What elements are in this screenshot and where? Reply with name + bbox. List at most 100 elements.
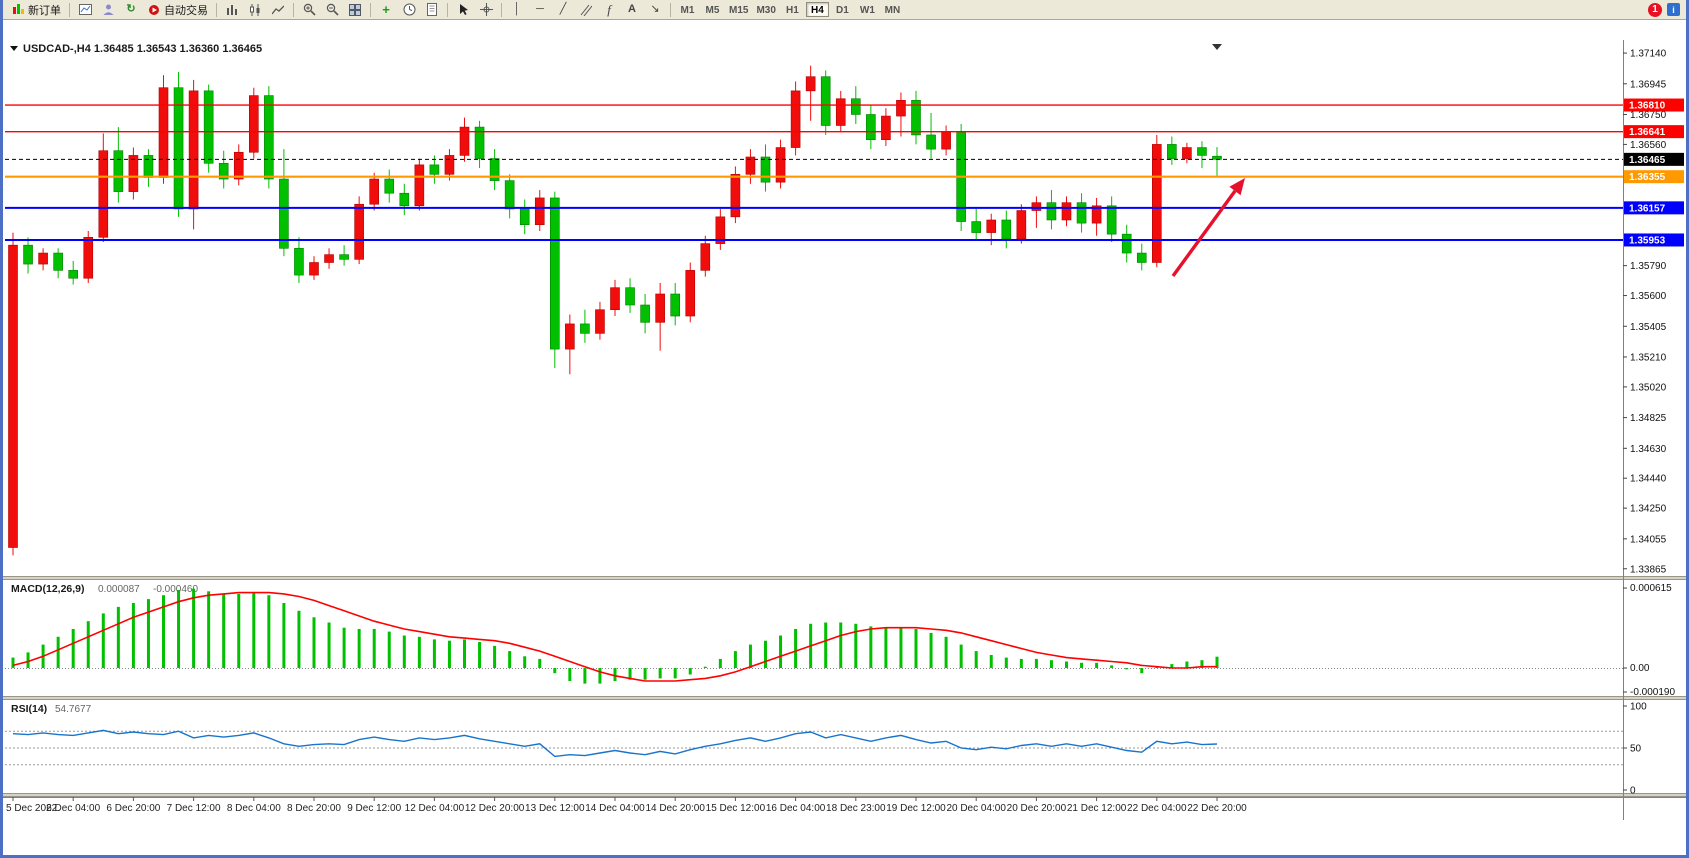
timeframe-h4[interactable]: H4 [805, 2, 829, 17]
tile-windows-icon [348, 3, 362, 17]
cursor-icon [456, 3, 470, 17]
svg-text:22 Dec 20:00: 22 Dec 20:00 [1187, 803, 1247, 814]
indicators-button[interactable]: + [375, 1, 397, 18]
toolbar-separator [501, 2, 502, 17]
price-tag [1624, 170, 1684, 184]
right-shift-marker[interactable] [1212, 44, 1222, 50]
chart-window-button[interactable] [74, 1, 96, 18]
panel-splitter[interactable] [3, 793, 1686, 797]
candlestick-chart-button[interactable] [244, 1, 266, 18]
svg-text:1.36945: 1.36945 [1630, 79, 1667, 90]
alert-badge[interactable]: 1 [1648, 2, 1662, 17]
arrows-button[interactable]: ↘ [644, 1, 666, 18]
zoom-in-button[interactable] [298, 1, 320, 18]
svg-text:1.36465: 1.36465 [1629, 155, 1666, 166]
price-tag [1624, 125, 1684, 139]
trend-arrow-annotation[interactable] [1171, 178, 1245, 278]
zoom-in-icon [302, 3, 316, 17]
toolbar-separator [670, 2, 671, 17]
news-icon[interactable]: i [1667, 3, 1680, 16]
candlestick-chart-icon [248, 3, 262, 17]
svg-text:19 Dec 12:00: 19 Dec 12:00 [886, 803, 946, 814]
vertical-line-button[interactable]: │ [506, 1, 528, 18]
crosshair-button[interactable] [475, 1, 497, 18]
macd-signal-line [12, 591, 1217, 682]
timeframe-w1[interactable]: W1 [859, 5, 875, 16]
zoom-out-button[interactable] [321, 1, 343, 18]
svg-text:1.36641: 1.36641 [1629, 127, 1666, 138]
new-order-button[interactable]: 新订单 [7, 1, 65, 18]
timeframe-h1[interactable]: H1 [786, 5, 799, 16]
chart-area[interactable]: 1.37140 1.36945 1.36750 1.36560 1.35790 1.356… [3, 20, 1686, 855]
svg-text:22 Dec 04:00: 22 Dec 04:00 [1127, 803, 1187, 814]
timeframe-m1[interactable]: M1 [680, 5, 695, 16]
timeframe-mn[interactable]: MN [884, 5, 901, 16]
refresh-icon: ↻ [126, 3, 136, 15]
svg-text:1.34250: 1.34250 [1630, 504, 1667, 515]
channel-button[interactable] [575, 1, 597, 18]
svg-text:6 Dec 20:00: 6 Dec 20:00 [106, 803, 160, 814]
panel-splitter[interactable] [3, 696, 1686, 700]
horizontal-line-button[interactable]: ─ [529, 1, 551, 18]
arrows-icon: ↘ [650, 3, 660, 15]
vertical-line-icon: │ [513, 3, 521, 15]
macd-label: MACD(12,26,9) [11, 583, 85, 595]
new-order-label: 新订单 [28, 4, 61, 17]
periods-button[interactable] [398, 1, 420, 18]
svg-text:16 Dec 04:00: 16 Dec 04:00 [766, 803, 826, 814]
auto-trading-label: 自动交易 [164, 4, 208, 17]
svg-text:1.34055: 1.34055 [1630, 534, 1667, 545]
price-axis-labels: 1.37140 1.36945 1.36750 1.36560 1.35790 1.356… [1623, 49, 1667, 575]
svg-text:1.36750: 1.36750 [1630, 110, 1667, 121]
bar-chart-icon [225, 3, 239, 17]
svg-text:18 Dec 23:00: 18 Dec 23:00 [826, 803, 886, 814]
svg-text:1.35790: 1.35790 [1630, 261, 1667, 272]
fibonacci-button[interactable]: f [598, 1, 620, 18]
horizontal-line-objects[interactable] [5, 104, 1623, 241]
timeframe-m30[interactable]: M30 [756, 5, 776, 16]
zoom-out-icon [325, 3, 339, 17]
svg-text:9 Dec 12:00: 9 Dec 12:00 [347, 803, 401, 814]
svg-text:21 Dec 12:00: 21 Dec 12:00 [1067, 803, 1127, 814]
templates-button[interactable] [421, 1, 443, 18]
cursor-button[interactable] [452, 1, 474, 18]
line-chart-button[interactable] [267, 1, 289, 18]
svg-text:1.35600: 1.35600 [1630, 291, 1667, 302]
svg-text:14 Dec 20:00: 14 Dec 20:00 [645, 803, 705, 814]
rsi-label: RSI(14) [11, 703, 47, 715]
main-toolbar: 新订单 ↻ 自动交易 [3, 0, 1686, 20]
fibonacci-icon: f [607, 2, 611, 17]
rsi-line [12, 729, 1218, 758]
panel-splitter[interactable] [3, 576, 1686, 580]
timeframe-m15[interactable]: M15 [729, 5, 749, 16]
price-axis[interactable] [1623, 40, 1686, 797]
auto-trading-button[interactable]: 自动交易 [143, 1, 212, 18]
rsi-axis-label: 100 [1630, 702, 1647, 713]
indicators-icon: + [382, 2, 390, 17]
text-label-button[interactable]: A [621, 1, 643, 18]
macd-axis-label: 0.000615 [1630, 583, 1672, 594]
svg-text:13 Dec 12:00: 13 Dec 12:00 [525, 803, 585, 814]
trendline-button[interactable]: ╱ [552, 1, 574, 18]
macd-axis-label: -0.000190 [1630, 687, 1675, 698]
macd-value-main: 0.000087 [98, 584, 140, 595]
refresh-button[interactable]: ↻ [120, 1, 142, 18]
trendline-icon: ╱ [559, 3, 567, 15]
horizontal-line-icon: ─ [536, 3, 544, 15]
candlestick-series [8, 65, 1222, 556]
svg-text:1.35210: 1.35210 [1630, 352, 1667, 363]
svg-text:6 Dec 04:00: 6 Dec 04:00 [46, 803, 100, 814]
chart-dropdown-icon[interactable] [10, 46, 18, 51]
profile-button[interactable] [97, 1, 119, 18]
bar-chart-button[interactable] [221, 1, 243, 18]
toolbar-separator [293, 2, 294, 17]
svg-text:1.35953: 1.35953 [1629, 235, 1666, 246]
timeframe-d1[interactable]: D1 [836, 5, 849, 16]
svg-text:1.35020: 1.35020 [1630, 382, 1667, 393]
timeframe-m5[interactable]: M5 [705, 5, 720, 16]
time-axis[interactable] [3, 797, 1686, 820]
channel-icon [579, 3, 593, 17]
tile-windows-button[interactable] [344, 1, 366, 18]
